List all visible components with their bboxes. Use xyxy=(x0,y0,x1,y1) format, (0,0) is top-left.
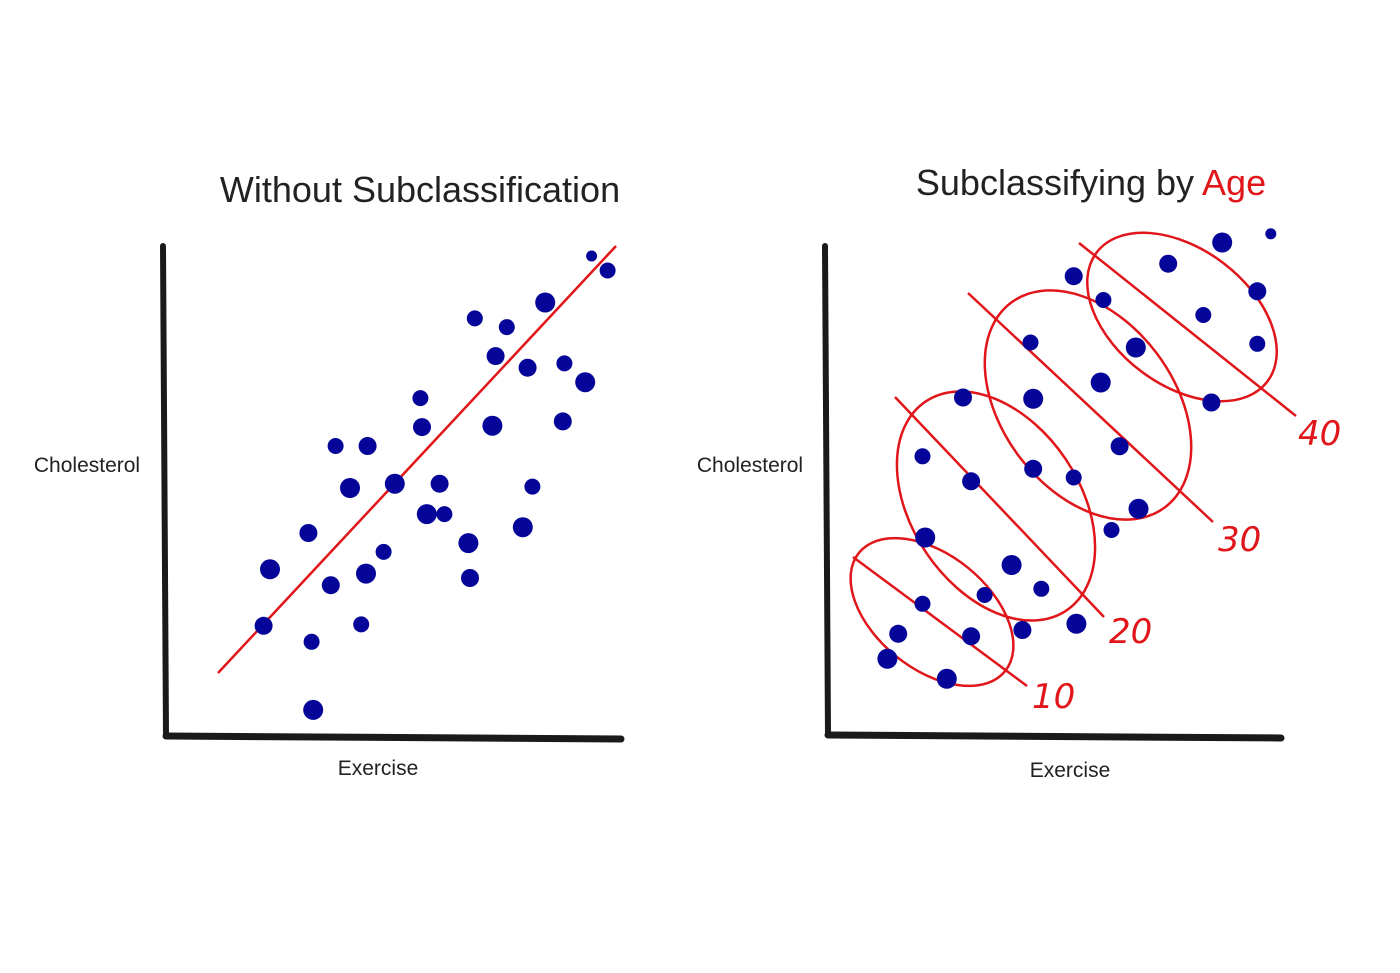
right-point-4 xyxy=(962,627,981,646)
age-group-30-label: 30 xyxy=(1218,520,1261,560)
right-point-7 xyxy=(962,472,981,491)
right-y-axis-label: Cholesterol xyxy=(697,454,803,477)
age-group-10-label: 10 xyxy=(1032,677,1075,717)
age-group-40-ellipse xyxy=(1086,231,1278,403)
age-group-10-line xyxy=(852,555,1028,688)
right-x-axis-label: Exercise xyxy=(1030,759,1111,782)
left-point-1 xyxy=(254,616,273,635)
left-point-14 xyxy=(412,390,429,407)
right-title-prefix: Subclassifying by xyxy=(916,162,1202,203)
right-point-16 xyxy=(1024,459,1043,478)
age-group-20-label: 20 xyxy=(1109,612,1152,652)
right-point-8 xyxy=(976,587,993,603)
left-point-28 xyxy=(553,412,572,431)
left-point-31 xyxy=(586,250,598,262)
left-point-16 xyxy=(430,474,449,493)
right-point-20 xyxy=(1103,522,1120,538)
left-point-18 xyxy=(458,533,479,554)
right-point-0 xyxy=(877,648,898,669)
right-point-2 xyxy=(914,595,931,612)
right-point-17 xyxy=(1065,469,1082,486)
left-point-0 xyxy=(260,559,280,580)
left-point-2 xyxy=(303,633,320,650)
left-point-24 xyxy=(512,517,533,538)
age-group-40-label: 40 xyxy=(1298,414,1341,454)
right-point-1 xyxy=(889,624,908,643)
left-point-17 xyxy=(436,506,453,523)
age-group-40-line xyxy=(1078,242,1297,417)
right-point-3 xyxy=(936,668,957,689)
right-point-14 xyxy=(1022,334,1039,351)
left-point-22 xyxy=(486,347,505,366)
right-title-highlight: Age xyxy=(1202,162,1266,203)
left-point-10 xyxy=(358,437,377,455)
right-point-31 xyxy=(1202,393,1221,412)
left-point-8 xyxy=(327,438,344,454)
age-group-30-line xyxy=(967,292,1214,523)
right-point-5 xyxy=(914,448,931,465)
right-point-13 xyxy=(954,388,972,407)
right-point-9 xyxy=(1001,555,1022,575)
right-point-19 xyxy=(1110,437,1129,456)
right-point-29 xyxy=(1249,335,1266,352)
right-x-axis xyxy=(824,731,1285,742)
right-point-21 xyxy=(1128,498,1149,519)
right-y-axis xyxy=(822,243,831,738)
right-point-27 xyxy=(1212,232,1233,253)
left-point-11 xyxy=(375,543,392,560)
right-point-26 xyxy=(1195,307,1212,323)
left-point-23 xyxy=(498,319,515,336)
left-panel-title: Without Subclassification xyxy=(220,169,620,210)
left-point-21 xyxy=(482,415,503,436)
left-point-9 xyxy=(340,478,360,498)
age-group-30: 30 xyxy=(967,289,1261,560)
left-point-32 xyxy=(599,262,616,279)
right-point-18 xyxy=(1090,372,1111,393)
left-point-25 xyxy=(518,358,537,377)
age-group-20-ellipse xyxy=(895,390,1097,622)
left-point-6 xyxy=(356,563,376,584)
left-point-29 xyxy=(556,355,573,372)
right-panel-title: Subclassifying by Age xyxy=(916,162,1266,203)
left-panel: Without Subclassification Cholesterol Ex… xyxy=(34,169,625,780)
right-point-22 xyxy=(1064,267,1083,286)
right-point-12 xyxy=(1066,613,1087,634)
right-point-24 xyxy=(1125,337,1146,358)
right-panel: Subclassifying by Age Cholesterol Exerci… xyxy=(697,162,1341,782)
left-point-15 xyxy=(416,504,437,525)
left-point-5 xyxy=(353,616,370,633)
left-x-axis-label: Exercise xyxy=(338,757,419,780)
right-point-23 xyxy=(1095,292,1112,308)
left-y-axis-label: Cholesterol xyxy=(34,454,140,477)
left-point-3 xyxy=(303,699,324,720)
left-axes xyxy=(160,243,625,743)
left-trend-line xyxy=(217,245,617,674)
left-point-13 xyxy=(413,418,431,437)
left-point-4 xyxy=(321,576,340,595)
right-point-25 xyxy=(1159,254,1178,273)
left-point-7 xyxy=(299,524,318,542)
left-y-axis xyxy=(160,243,169,739)
right-point-28 xyxy=(1248,282,1267,301)
right-point-15 xyxy=(1023,388,1044,409)
age-group-20-line xyxy=(894,396,1105,618)
left-point-19 xyxy=(461,569,479,587)
right-point-11 xyxy=(1033,580,1050,597)
right-point-30 xyxy=(1265,228,1277,240)
left-point-30 xyxy=(575,372,596,393)
left-point-26 xyxy=(524,478,541,495)
right-point-6 xyxy=(915,527,936,548)
left-point-20 xyxy=(466,310,483,327)
left-x-axis xyxy=(162,732,625,743)
left-points xyxy=(254,250,616,720)
age-group-20: 20 xyxy=(894,390,1152,652)
left-point-27 xyxy=(535,292,556,313)
right-point-10 xyxy=(1013,621,1032,639)
age-group-30-ellipse xyxy=(983,289,1193,521)
age-group-40: 40 xyxy=(1078,231,1341,454)
right-points xyxy=(877,228,1277,689)
right-axes xyxy=(822,243,1285,742)
left-point-12 xyxy=(384,473,405,494)
